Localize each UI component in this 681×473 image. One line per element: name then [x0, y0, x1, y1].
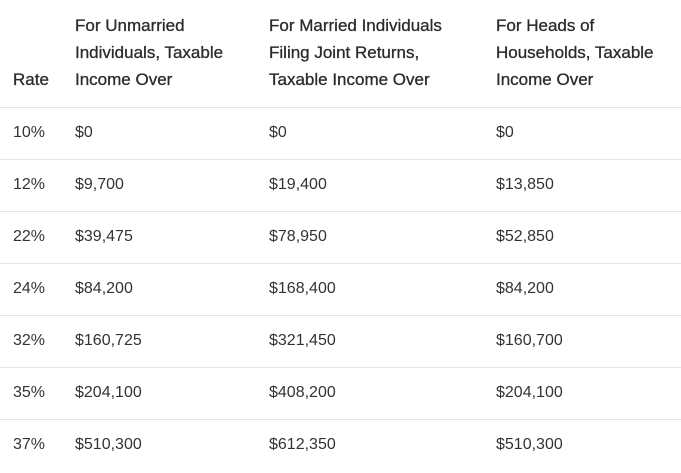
amount-cell: $408,200 [256, 366, 483, 419]
amount-cell: $160,725 [62, 314, 256, 367]
amount-cell: $0 [483, 106, 681, 159]
table-row: 12% $9,700 $19,400 $13,850 [0, 158, 681, 211]
amount-cell: $204,100 [483, 366, 681, 419]
table-row: 10% $0 $0 $0 [0, 106, 681, 159]
amount-cell: $52,850 [483, 210, 681, 263]
rate-cell: 37% [0, 418, 62, 471]
header-cell: Rate [13, 69, 49, 89]
rate-cell: 10% [0, 106, 62, 159]
amount-cell: $9,700 [62, 158, 256, 211]
amount-cell: $84,200 [62, 262, 256, 315]
table-body: 10% $0 $0 $0 12% $9,700 $19,400 $13,850 22% $39,4… [0, 106, 681, 471]
amount-cell: $0 [256, 106, 483, 159]
amount-cell: $0 [62, 106, 256, 159]
rate-cell: 24% [0, 262, 62, 315]
amount-cell: $78,950 [256, 210, 483, 263]
header-row: Rate For Unmarried Individuals, Taxable I… [0, 0, 681, 107]
table-row: 32% $160,725 $321,450 $160,700 [0, 314, 681, 367]
header-cell: For Married Individuals Filing Joint Ret… [269, 15, 442, 89]
amount-cell: $612,350 [256, 418, 483, 471]
amount-cell: $13,850 [483, 158, 681, 211]
amount-cell: $84,200 [483, 262, 681, 315]
amount-cell: $160,700 [483, 314, 681, 367]
table-row: 37% $510,300 $612,350 $510,300 [0, 418, 681, 471]
rate-cell: 22% [0, 210, 62, 263]
rate-cell: 12% [0, 158, 62, 211]
amount-cell: $510,300 [62, 418, 256, 471]
amount-cell: $204,100 [62, 366, 256, 419]
amount-cell: $321,450 [256, 314, 483, 367]
header-cell: For Unmarried Individuals, Taxable Incom… [75, 15, 224, 89]
amount-cell: $168,400 [256, 262, 483, 315]
amount-cell: $19,400 [256, 158, 483, 211]
header-cell: For Heads of Households, Taxable Income … [496, 15, 654, 89]
amount-cell: $39,475 [62, 210, 256, 263]
table-row: 24% $84,200 $168,400 $84,200 [0, 262, 681, 315]
rate-cell: 35% [0, 366, 62, 419]
rate-cell: 32% [0, 314, 62, 367]
table-row: 22% $39,475 $78,950 $52,850 [0, 210, 681, 263]
table-row: 35% $204,100 $408,200 $204,100 [0, 366, 681, 419]
amount-cell: $510,300 [483, 418, 681, 471]
